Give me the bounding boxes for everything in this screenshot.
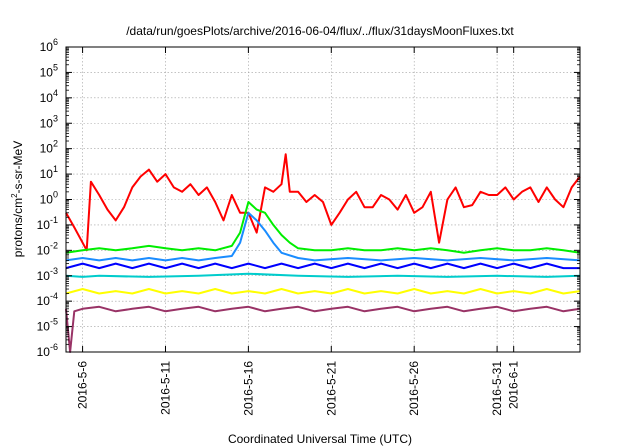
y-tick-base: 10 xyxy=(40,91,54,105)
series-line-5 xyxy=(65,272,581,278)
y-tick-base: 10 xyxy=(40,116,54,130)
series-line-6 xyxy=(65,288,581,295)
y-tick-base: 10 xyxy=(37,269,51,283)
y-tick-exponent: 6 xyxy=(53,37,58,47)
series-line-3 xyxy=(65,211,581,262)
x-tick-label: 2016-5-21 xyxy=(324,361,338,416)
y-tick-exponent: 3 xyxy=(53,113,58,123)
y-tick-exponent: -6 xyxy=(50,342,58,352)
x-tick-label: 2016-5-31 xyxy=(490,361,504,416)
y-tick-base: 10 xyxy=(37,218,51,232)
y-tick-label: 103 xyxy=(40,113,58,130)
y-tick-base: 10 xyxy=(37,345,51,359)
y-tick-label: 10-1 xyxy=(37,215,58,232)
y-tick-exponent: 5 xyxy=(53,62,58,72)
y-tick-base: 10 xyxy=(40,40,54,54)
y-tick-label: 101 xyxy=(40,164,58,181)
y-label-post: -s-sr-MeV xyxy=(11,141,25,194)
y-tick-label: 10-4 xyxy=(37,291,58,308)
series-line-1 xyxy=(65,153,581,252)
y-tick-label: 104 xyxy=(40,88,58,105)
y-tick-label: 10-5 xyxy=(37,317,58,334)
y-label-sup: 2 xyxy=(10,193,19,198)
y-tick-base: 10 xyxy=(40,65,54,79)
series-lines xyxy=(65,153,581,353)
y-tick-label: 102 xyxy=(40,139,58,156)
y-tick-label: 10-2 xyxy=(37,240,58,257)
y-tick-exponent: 2 xyxy=(53,139,58,149)
y-axis-label: protons/cm2-s-sr-MeV xyxy=(10,141,25,257)
x-axis-label: Coordinated Universal Time (UTC) xyxy=(228,432,412,446)
series-line-2 xyxy=(65,201,581,254)
y-tick-base: 10 xyxy=(40,142,54,156)
x-tick-label: 2016-6-1 xyxy=(507,361,521,409)
y-tick-exponent: -1 xyxy=(50,215,58,225)
x-tick-label: 2016-5-6 xyxy=(76,361,90,409)
y-tick-label: 10-6 xyxy=(37,342,58,359)
y-tick-exponent: -4 xyxy=(50,291,58,301)
y-tick-exponent: 0 xyxy=(53,190,58,200)
y-tick-base: 10 xyxy=(40,193,54,207)
x-tick-label: 2016-5-26 xyxy=(407,361,421,416)
y-tick-base: 10 xyxy=(40,167,54,181)
y-tick-exponent: -2 xyxy=(50,240,58,250)
y-tick-exponent: -5 xyxy=(50,317,58,327)
y-tick-exponent: 4 xyxy=(53,88,58,98)
y-tick-label: 100 xyxy=(40,190,58,207)
y-tick-base: 10 xyxy=(37,320,51,334)
series-line-7 xyxy=(65,305,581,353)
y-tick-base: 10 xyxy=(37,243,51,257)
y-tick-label: 106 xyxy=(40,37,58,54)
y-axis: 10-610-510-410-310-210-11001011021031041… xyxy=(37,37,580,359)
chart-title: /data/run/goesPlots/archive/2016-06-04/f… xyxy=(126,24,514,38)
y-tick-base: 10 xyxy=(37,294,51,308)
y-tick-label: 105 xyxy=(40,62,58,79)
x-axis: 2016-5-6 2016-5-11 2016-5-16 2016-5-21 2016-… xyxy=(76,47,521,416)
y-tick-exponent: 1 xyxy=(53,164,58,174)
series-line-4 xyxy=(65,262,580,270)
x-tick-label: 2016-5-16 xyxy=(241,361,255,416)
y-label-pre: protons/cm xyxy=(11,198,25,257)
x-tick-label: 2016-5-11 xyxy=(158,361,172,415)
y-tick-label: 10-3 xyxy=(37,266,58,283)
y-tick-exponent: -3 xyxy=(50,266,58,276)
